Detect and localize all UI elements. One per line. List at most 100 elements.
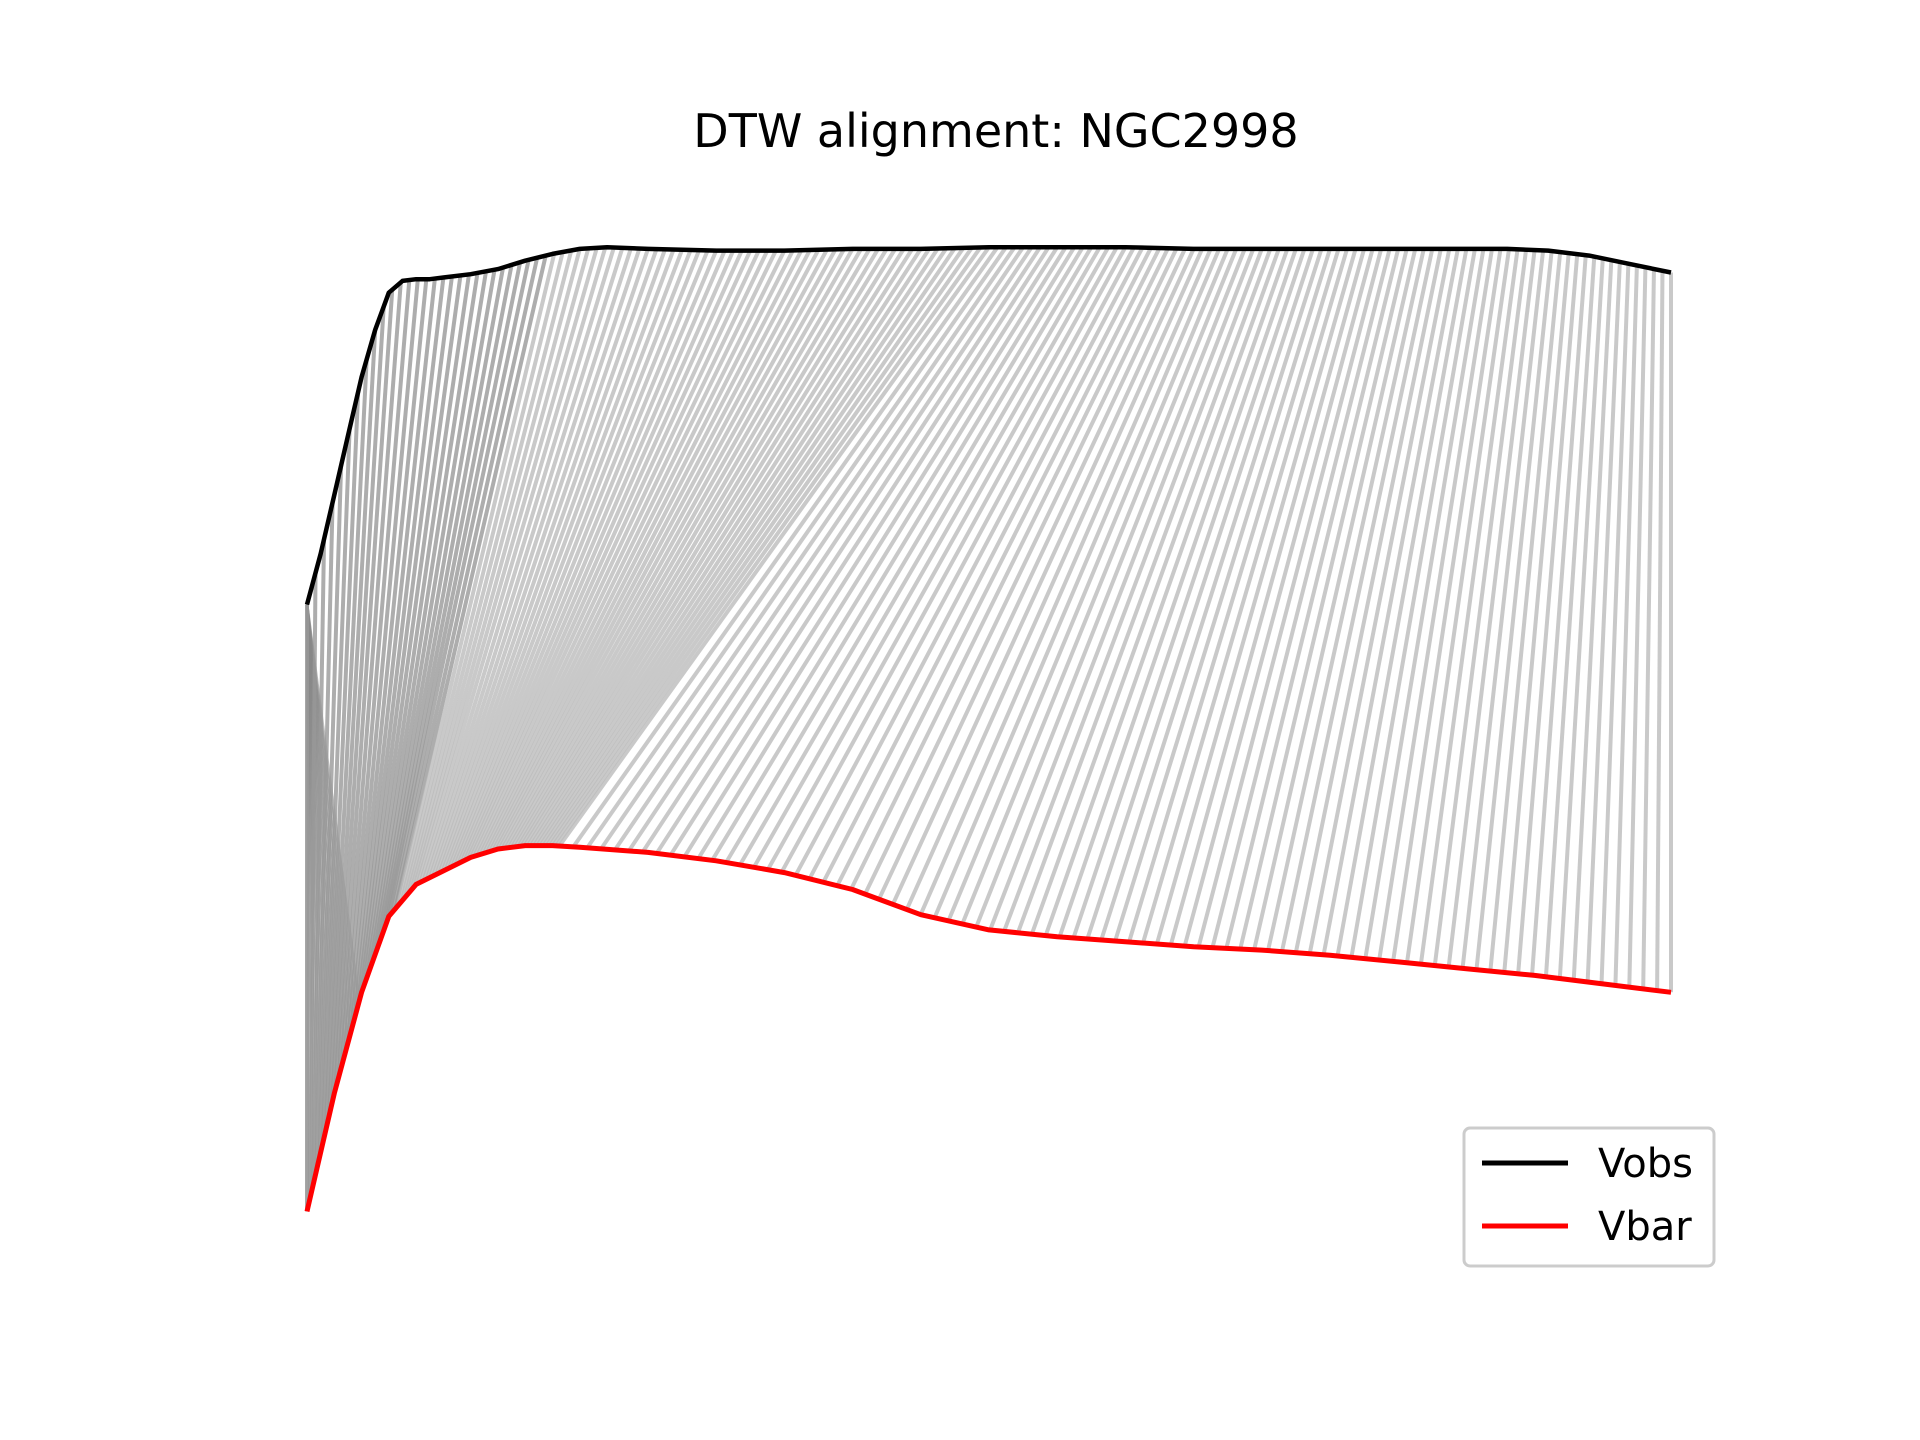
alignment-connector <box>481 249 787 855</box>
alignment-connector <box>668 246 1059 857</box>
alignment-connector <box>387 259 531 917</box>
alignment-connector <box>849 247 1170 890</box>
alignment-connector <box>456 249 719 865</box>
alignment-connector <box>752 246 1111 869</box>
alignment-connector <box>1474 250 1554 970</box>
alignment-connector <box>374 269 497 952</box>
alignment-connector <box>320 428 352 1144</box>
alignment-connector <box>522 247 897 847</box>
legend-label-vbar: Vbar <box>1598 1204 1692 1250</box>
alignment-connector <box>696 246 1076 860</box>
alignment-connector <box>336 289 395 1078</box>
alignment-connector <box>918 248 1213 916</box>
alignment-connector <box>1071 248 1307 939</box>
alignment-connector <box>1113 248 1332 942</box>
alignment-connector <box>585 246 1008 850</box>
alignment-connector <box>1460 250 1546 969</box>
alignment-connector <box>1349 248 1477 958</box>
alignment-connector <box>406 248 582 895</box>
alignment-connector <box>1516 253 1580 974</box>
alignment-connector <box>554 246 983 848</box>
alignment-connector <box>443 249 684 871</box>
alignment-connector <box>738 246 1102 866</box>
alignment-connector <box>466 249 744 860</box>
alignment-connector <box>469 249 753 859</box>
alignment-connector <box>507 247 855 849</box>
alignment-connector <box>485 249 795 854</box>
alignment-connector <box>599 246 1017 851</box>
alignment-connector <box>494 248 821 851</box>
alignment-connector <box>346 279 420 1043</box>
series-line-vbar <box>304 843 1672 1212</box>
alignment-connector <box>779 246 1128 874</box>
alignment-connector <box>793 246 1136 877</box>
alignment-connector <box>355 277 446 1008</box>
alignment-connector <box>510 247 863 849</box>
alignment-connector <box>1127 248 1341 943</box>
alignment-connector <box>710 246 1085 862</box>
alignment-connector <box>904 248 1204 911</box>
alignment-connector <box>766 246 1119 871</box>
alignment-connector <box>516 247 880 848</box>
alignment-connector <box>1613 265 1639 986</box>
alignment-connector <box>330 329 378 1103</box>
alignment-connector <box>314 502 335 1171</box>
alignment-connector <box>390 257 540 913</box>
alignment-connector <box>1405 248 1512 964</box>
alignment-connector <box>1043 248 1290 937</box>
alignment-connector <box>1154 248 1358 945</box>
alignment-connector <box>371 271 488 961</box>
alignment-connector <box>513 247 872 848</box>
alignment-connector <box>1210 248 1392 949</box>
alignment-connector <box>654 246 1051 855</box>
alignment-connector <box>1321 248 1460 956</box>
alignment-connector <box>459 249 727 863</box>
alignment-connector <box>1432 249 1529 966</box>
alignment-connector <box>1599 263 1631 984</box>
alignment-connector <box>529 247 914 847</box>
alignment-connector <box>1391 248 1503 962</box>
alignment-connector <box>548 246 966 847</box>
alignment-connector <box>437 248 667 874</box>
alignment-connector <box>450 249 702 868</box>
alignment-connector <box>327 359 369 1117</box>
alignment-connector <box>1585 261 1622 983</box>
alignment-connector <box>988 248 1256 931</box>
alignment-connector <box>1057 248 1298 938</box>
alignment-connector <box>1488 251 1563 972</box>
alignment-connector <box>1557 258 1605 979</box>
alignment-connectors <box>305 246 1673 1212</box>
alignment-connector <box>412 247 599 888</box>
alignment-connector <box>428 247 642 879</box>
alignment-connector <box>1293 248 1443 954</box>
alignment-connector <box>891 248 1196 906</box>
plot-area <box>304 244 1673 1212</box>
alignment-connector <box>475 249 770 857</box>
alignment-connector <box>974 248 1247 928</box>
alignment-connector <box>339 282 403 1067</box>
alignment-connector <box>641 246 1042 854</box>
alignment-connector <box>1279 248 1435 953</box>
alignment-connector <box>571 246 1000 849</box>
alignment-connector <box>311 539 327 1185</box>
alignment-connector <box>526 247 906 847</box>
alignment-connector <box>807 246 1145 880</box>
alignment-connector <box>545 246 957 847</box>
alignment-connector <box>431 248 650 877</box>
alignment-connector <box>1182 248 1375 947</box>
alignment-connector <box>421 247 625 882</box>
alignment-connector <box>364 274 471 978</box>
alignment-connector <box>402 249 574 899</box>
alignment-connector <box>863 247 1179 895</box>
alignment-connector <box>434 248 659 876</box>
alignment-connector <box>535 247 931 847</box>
alignment-connector <box>440 248 676 872</box>
alignment-connector <box>821 246 1153 884</box>
alignment-connector <box>1335 248 1469 957</box>
alignment-connector <box>519 247 889 848</box>
alignment-connector <box>497 248 829 850</box>
alignment-connector <box>399 251 565 902</box>
alignment-connector <box>541 247 949 847</box>
alignment-connector <box>453 249 710 866</box>
